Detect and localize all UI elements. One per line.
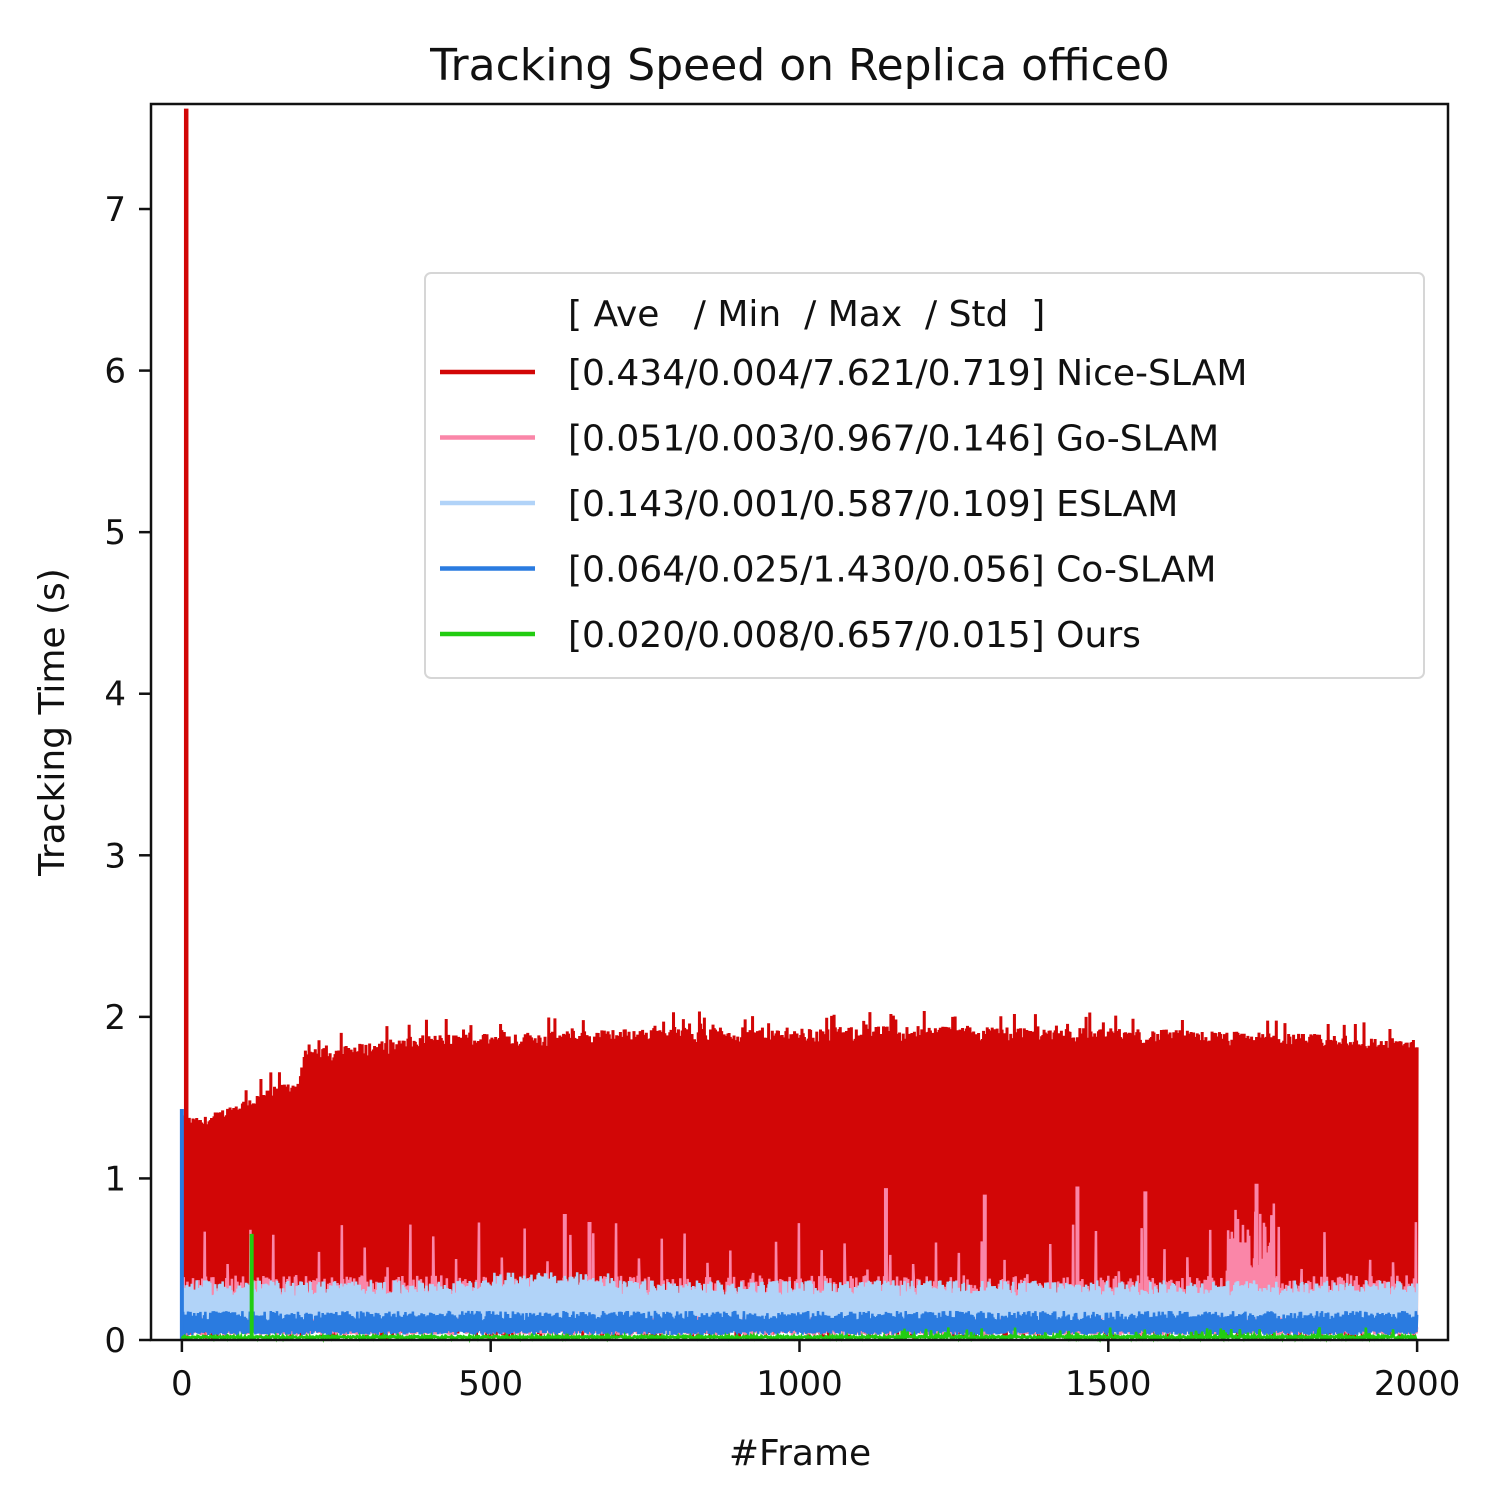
- y-axis-label: Tracking Time (s): [32, 568, 73, 877]
- x-axis-label: #Frame: [729, 1433, 871, 1474]
- series-line-co-slam: [180, 1310, 1419, 1336]
- series-line-ours: [180, 1327, 1418, 1344]
- y-tick-label: 5: [104, 513, 126, 553]
- legend-label-go-slam: [0.051/0.003/0.967/0.146] Go-SLAM: [568, 419, 1219, 460]
- legend-label-eslam: [0.143/0.001/0.587/0.109] ESLAM: [568, 484, 1178, 525]
- legend-series-name: Go-SLAM: [1056, 419, 1219, 460]
- legend-items: [0.434/0.004/7.621/0.719] Nice-SLAM[0.05…: [440, 353, 1247, 656]
- legend-label-nice-slam: [0.434/0.004/7.621/0.719] Nice-SLAM: [568, 353, 1247, 394]
- y-tick-label: 7: [104, 190, 126, 230]
- series-line-eslam: [180, 1272, 1419, 1324]
- legend-stats: [0.434/0.004/7.621/0.719]: [568, 353, 1056, 394]
- series-line-nice-slam: [180, 1011, 1419, 1340]
- legend: [ Ave / Min / Max / Std ] [0.434/0.004/7…: [424, 272, 1425, 679]
- legend-label-co-slam: [0.064/0.025/1.430/0.056] Co-SLAM: [568, 550, 1216, 591]
- series-layer: [179, 108, 1419, 1344]
- legend-series-name: ESLAM: [1056, 484, 1178, 525]
- legend-stats: [0.143/0.001/0.587/0.109]: [568, 484, 1056, 525]
- x-tick-label: 0: [171, 1364, 193, 1404]
- x-tick-label: 1000: [756, 1364, 843, 1404]
- legend-series-name: Co-SLAM: [1056, 550, 1216, 591]
- legend-box: [424, 272, 1425, 679]
- chart-title: Tracking Speed on Replica office0: [429, 40, 1170, 91]
- y-tick-label: 2: [104, 998, 126, 1038]
- y-axis: 0 1 2 3 4 5 6 7: [104, 190, 151, 1361]
- x-tick-label: 1500: [1065, 1364, 1152, 1404]
- y-tick-label: 3: [104, 836, 126, 876]
- legend-series-name: Nice-SLAM: [1056, 353, 1247, 394]
- legend-header: [ Ave / Min / Max / Std ]: [568, 294, 1045, 335]
- plot-area: [149, 102, 1450, 1344]
- y-tick-label: 6: [104, 352, 126, 392]
- legend-series-name: Ours: [1056, 615, 1141, 656]
- x-axis: 0 500 1000 1500 2000: [171, 1340, 1460, 1404]
- y-tick-label: 1: [104, 1159, 126, 1199]
- y-tick-label: 4: [104, 675, 126, 715]
- x-tick-label: 2000: [1374, 1364, 1461, 1404]
- legend-stats: [0.064/0.025/1.430/0.056]: [568, 550, 1056, 591]
- legend-stats: [0.051/0.003/0.967/0.146]: [568, 419, 1056, 460]
- x-tick-label: 500: [458, 1364, 523, 1404]
- y-tick-label: 0: [104, 1321, 126, 1361]
- legend-stats: [0.020/0.008/0.657/0.015]: [568, 615, 1056, 656]
- legend-label-ours: [0.020/0.008/0.657/0.015] Ours: [568, 615, 1141, 656]
